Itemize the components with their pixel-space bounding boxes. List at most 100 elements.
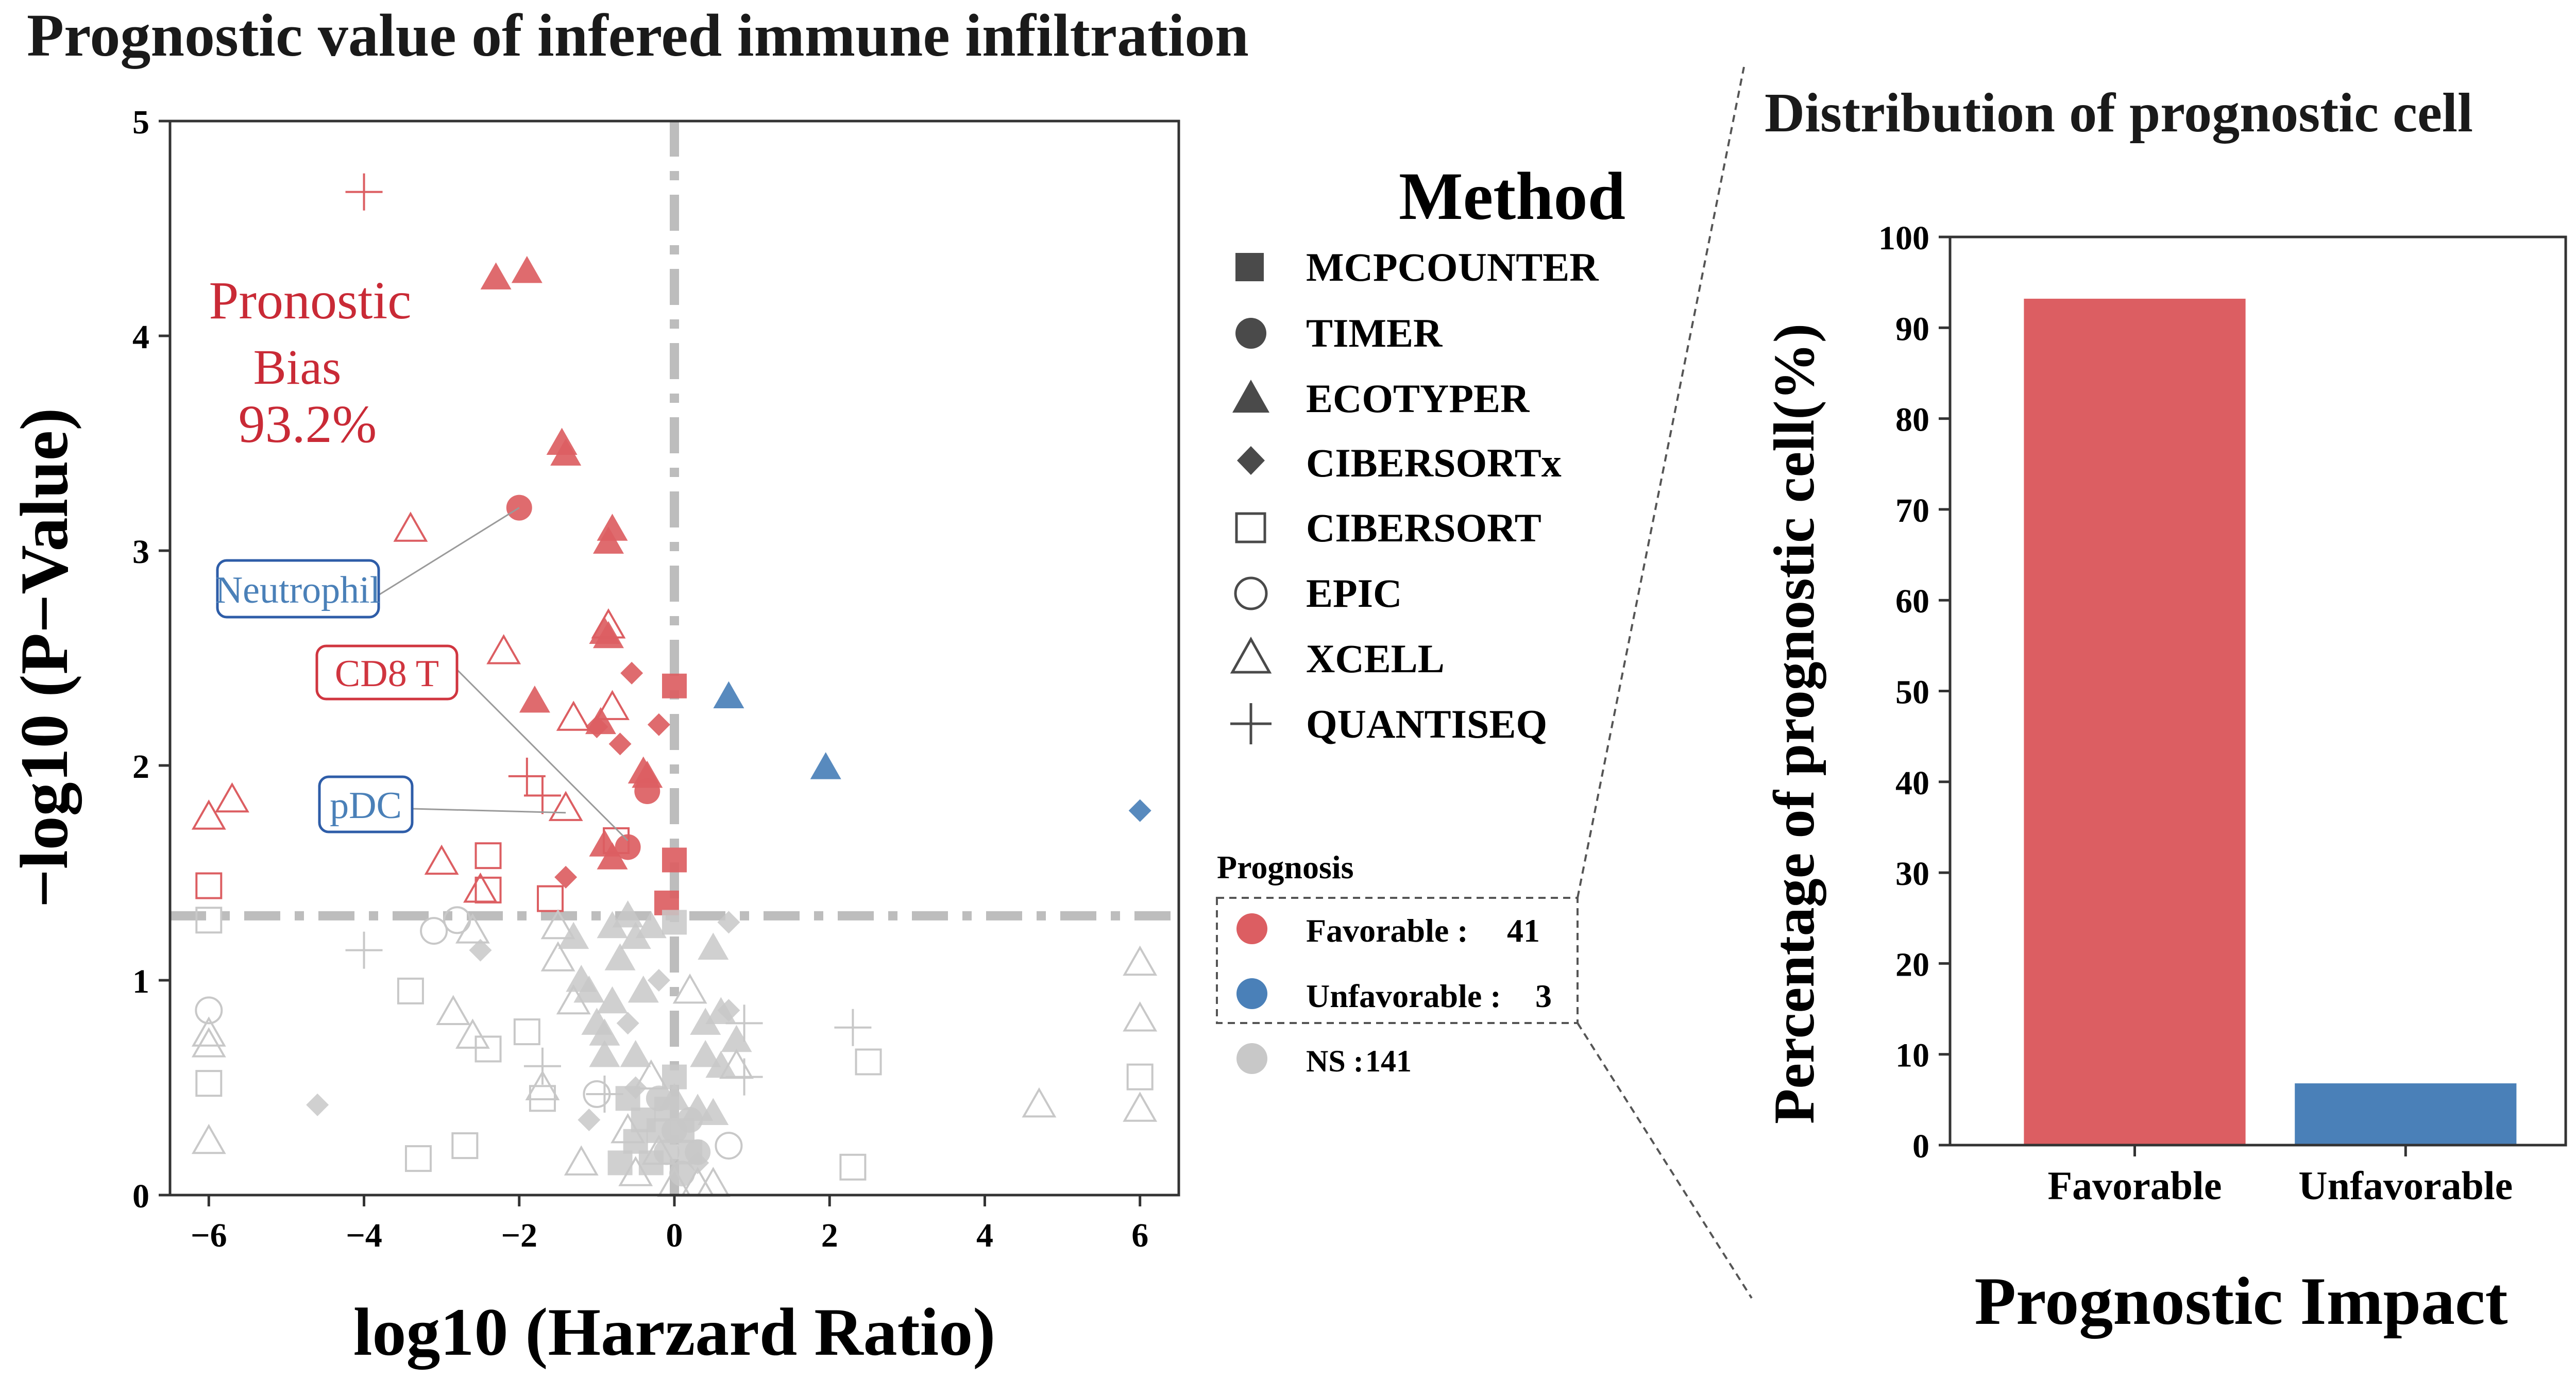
scatter-point-2 <box>511 255 543 283</box>
scatter-point-123 <box>717 911 740 934</box>
bar-chart: 0 10 20 30 40 50 60 70 80 90 100 Favorable Unfavora… <box>1762 219 2567 1339</box>
scatter-point-133 <box>834 1009 872 1046</box>
method-label-ecotyper: ECOTYPER <box>1306 376 1530 421</box>
cell-label-cd8t-text: CD8 T <box>335 653 439 695</box>
scatter-xticks: −6 −4 −2 0 2 4 6 <box>191 1195 1148 1254</box>
scatter-point-16 <box>608 732 632 756</box>
scatter-point-66 <box>529 1085 556 1112</box>
scatter-point-7 <box>592 526 624 554</box>
scatter-point-61 <box>436 995 471 1026</box>
scatter-point-136 <box>1123 1092 1158 1122</box>
prognosis-label-favorable: Favorable : <box>1306 912 1468 949</box>
scatter-point-47 <box>195 996 223 1025</box>
scatter-xtick-label-1: −4 <box>346 1217 382 1254</box>
scatter-point-27 <box>486 634 521 665</box>
scatter-xtick-label-3: 0 <box>666 1217 683 1254</box>
scatter-point-24 <box>554 865 578 889</box>
scatter-point-12 <box>519 685 550 713</box>
scatter-point-112 <box>715 1132 743 1160</box>
scatter-point-137 <box>1123 1001 1158 1032</box>
scatter-point-14 <box>647 713 670 736</box>
method-item-mcpcounter: MCPCOUNTER <box>1235 245 1599 289</box>
cell-label-cd8t-box <box>315 644 459 701</box>
label-connector-1 <box>456 669 629 842</box>
cell-label-neutrophil-text: Neutrophil <box>215 569 381 611</box>
scatter-point-124 <box>717 999 740 1022</box>
scatter-point-139 <box>607 1150 633 1175</box>
scatter-point-55 <box>404 1145 432 1172</box>
scatter-ylabel: −log10 (P−Value) <box>6 408 82 908</box>
scatter-point-125 <box>686 1151 709 1174</box>
ecotyper-marker-icon <box>1232 380 1269 413</box>
scatter-ytick-label-4: 4 <box>132 318 149 356</box>
bias-annotation: Pronostic Bias 93.2% <box>209 271 412 454</box>
prognosis-count-unfavorable: 3 <box>1535 978 1552 1014</box>
bar-xticks: Favorable Unfavorable <box>2048 1145 2513 1208</box>
scatter-point-116 <box>705 1050 737 1078</box>
xcell-marker-icon <box>1230 636 1272 674</box>
scatter-point-54 <box>397 977 424 1004</box>
scatter-point-113 <box>696 1167 731 1197</box>
scatter-point-53 <box>345 931 383 969</box>
scatter-point-59 <box>455 913 490 944</box>
scatter-point-88 <box>647 969 670 992</box>
method-label-cibersortx: CIBERSORTx <box>1306 440 1562 485</box>
bar-ytick-label-6: 60 <box>1895 583 1929 620</box>
scatter-point-40 <box>195 872 223 899</box>
prognosis-legend: Prognosis Favorable : 41 Unfavorable : 3… <box>1216 849 1579 1078</box>
scatter-point-79 <box>566 965 597 992</box>
timer-marker-icon <box>1235 318 1266 349</box>
method-legend-title: Method <box>1399 158 1625 234</box>
favorable-dot-icon <box>1236 913 1267 944</box>
method-label-timer: TIMER <box>1306 311 1443 355</box>
scatter-point-117 <box>721 1025 752 1052</box>
bar-ytick-label-9: 90 <box>1895 310 1929 348</box>
unfavorable-dot-icon <box>1236 978 1267 1009</box>
epic-marker-icon <box>1234 576 1268 610</box>
zoom-connector-lines <box>1577 66 1753 1299</box>
scatter-point-33 <box>508 757 546 795</box>
bar-favorable <box>2024 298 2246 1145</box>
cell-label-neutrophil: Neutrophil <box>215 559 381 619</box>
scatter-point-37 <box>474 876 502 904</box>
scatter-point-23 <box>662 847 687 873</box>
scatter-point-121 <box>682 1094 714 1121</box>
prognosis-label-ns: NS : <box>1306 1044 1364 1078</box>
cell-label-pdc: pDC <box>318 775 414 833</box>
label-connector-2 <box>412 808 566 814</box>
scatter-points <box>191 173 1158 1197</box>
bar-ylabel: Percentage of prognostic cell(%) <box>1762 323 1826 1124</box>
bias-annotation-line3: 93.2% <box>239 395 377 454</box>
scatter-ytick-label-2: 2 <box>132 748 149 786</box>
scatter-point-0 <box>345 173 383 211</box>
scatter-point-60 <box>469 939 492 962</box>
scatter-point-67 <box>523 1047 561 1085</box>
prognosis-item-favorable: Favorable : 41 <box>1236 912 1540 949</box>
scatter-point-49 <box>191 1027 226 1058</box>
bar-xtick-label-favorable: Favorable <box>2048 1163 2222 1208</box>
method-label-xcell: XCELL <box>1306 636 1445 681</box>
scatter-xtick-label-0: −6 <box>191 1217 227 1254</box>
bar-xlabel: Prognostic Impact <box>1974 1263 2507 1339</box>
scatter-ytick-label-0: 0 <box>132 1178 149 1215</box>
method-item-cibersort: CIBERSORT <box>1235 505 1541 550</box>
scatter-point-132 <box>855 1048 882 1076</box>
method-item-timer: TIMER <box>1235 311 1443 355</box>
scatter-point-34 <box>424 844 459 875</box>
scatter-point-129 <box>725 1004 763 1042</box>
scatter-point-131 <box>839 1153 867 1181</box>
left-title: Prognostic value of infered immune infil… <box>27 2 1249 69</box>
zoom-connector-upper <box>1577 66 1745 898</box>
mcpcounter-marker-icon <box>1235 253 1264 281</box>
scatter-point-19 <box>634 778 660 805</box>
right-title: Distribution of prognostic cell <box>1765 82 2473 144</box>
scatter-point-120 <box>690 1040 721 1067</box>
scatter-point-1 <box>480 262 512 289</box>
scatter-yticks: 0 1 2 3 4 5 <box>132 104 170 1215</box>
scatter-point-28 <box>591 608 626 639</box>
method-item-ecotyper: ECOTYPER <box>1232 376 1530 421</box>
scatter-point-122 <box>698 932 729 960</box>
scatter-ytick-label-5: 5 <box>132 104 149 141</box>
scatter-point-62 <box>455 1018 490 1049</box>
cell-label-pdc-box <box>318 775 414 833</box>
